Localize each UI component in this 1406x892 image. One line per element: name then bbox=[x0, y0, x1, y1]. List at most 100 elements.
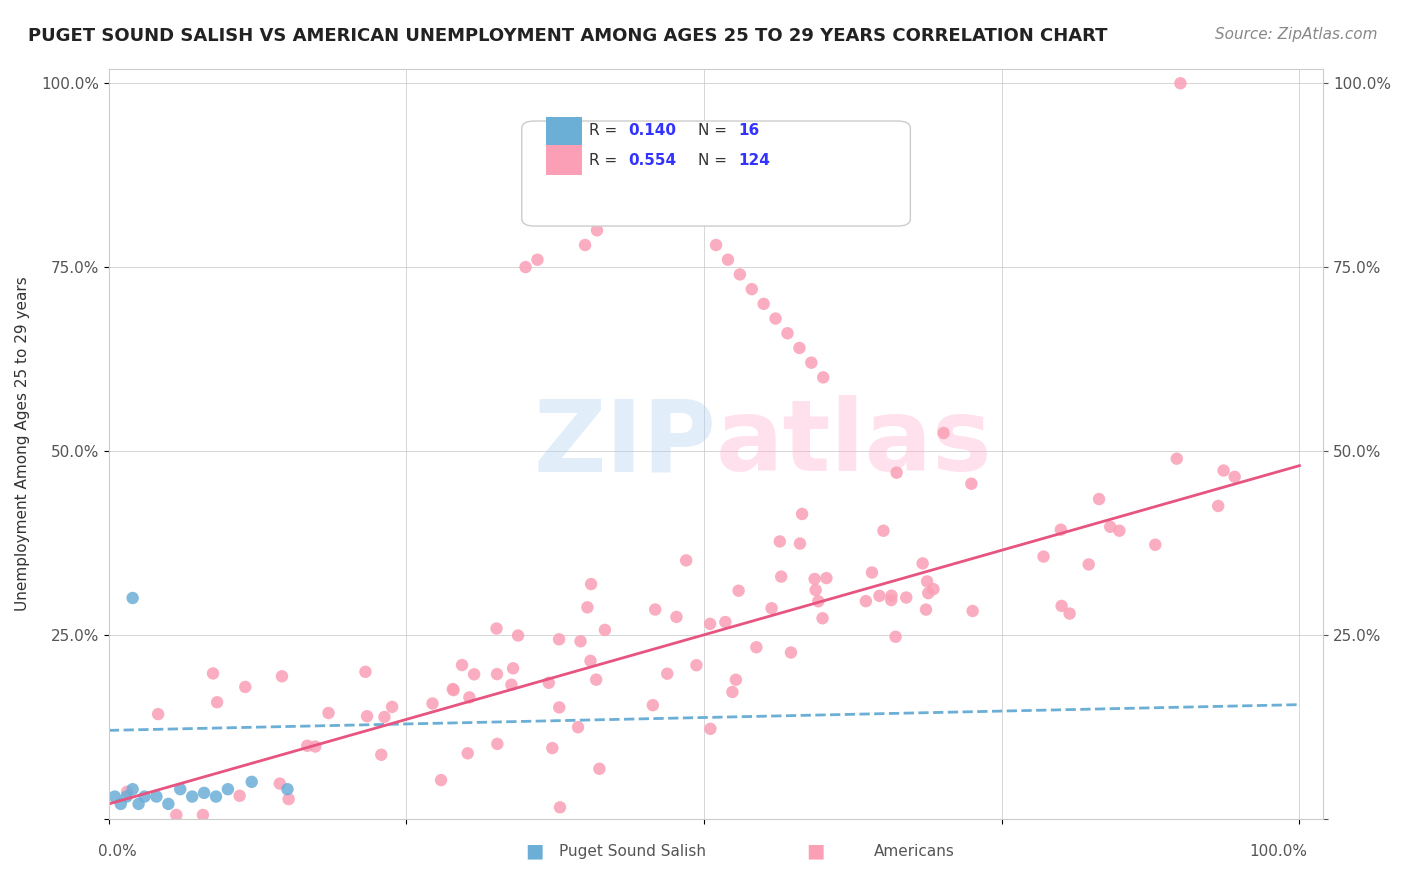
Point bbox=[269, 776, 291, 790]
Point bbox=[675, 553, 697, 567]
Point bbox=[855, 594, 877, 608]
Point bbox=[1059, 607, 1081, 621]
Text: 100.0%: 100.0% bbox=[1250, 845, 1308, 859]
Point bbox=[1212, 464, 1234, 478]
Point bbox=[807, 594, 830, 608]
Text: 0.0%: 0.0% bbox=[98, 845, 138, 859]
Point bbox=[277, 792, 299, 806]
Text: 16: 16 bbox=[738, 122, 759, 137]
Point bbox=[1099, 520, 1122, 534]
Point bbox=[145, 789, 167, 804]
Point bbox=[1108, 524, 1130, 538]
Point bbox=[576, 600, 599, 615]
Point bbox=[896, 591, 918, 605]
Point bbox=[191, 808, 214, 822]
Point bbox=[110, 797, 132, 811]
Point bbox=[501, 678, 523, 692]
Point bbox=[1170, 76, 1192, 90]
Point bbox=[548, 632, 571, 647]
Point bbox=[157, 797, 180, 811]
Text: N =: N = bbox=[697, 122, 731, 137]
Point bbox=[1032, 549, 1054, 564]
Point bbox=[354, 665, 377, 679]
Point bbox=[868, 589, 890, 603]
Point bbox=[621, 179, 644, 194]
Text: 0.140: 0.140 bbox=[628, 122, 676, 137]
Point bbox=[515, 260, 537, 274]
Point bbox=[752, 297, 775, 311]
Text: PUGET SOUND SALISH VS AMERICAN UNEMPLOYMENT AMONG AGES 25 TO 29 YEARS CORRELATIO: PUGET SOUND SALISH VS AMERICAN UNEMPLOYM… bbox=[28, 27, 1108, 45]
Point bbox=[202, 666, 225, 681]
Point bbox=[598, 209, 620, 223]
Point bbox=[588, 762, 610, 776]
Text: Source: ZipAtlas.com: Source: ZipAtlas.com bbox=[1215, 27, 1378, 42]
Point bbox=[485, 667, 508, 681]
Point bbox=[776, 326, 799, 341]
Text: R =: R = bbox=[589, 153, 621, 168]
Y-axis label: Unemployment Among Ages 25 to 29 years: Unemployment Among Ages 25 to 29 years bbox=[15, 277, 30, 611]
Point bbox=[811, 370, 834, 384]
Point bbox=[165, 808, 187, 822]
Point bbox=[537, 675, 560, 690]
Point bbox=[506, 628, 529, 642]
Point bbox=[115, 789, 138, 804]
Point bbox=[633, 171, 655, 186]
Point bbox=[271, 669, 294, 683]
Point bbox=[463, 667, 485, 681]
Point bbox=[804, 582, 827, 597]
Point bbox=[373, 710, 395, 724]
Point bbox=[780, 645, 803, 659]
Point bbox=[644, 602, 666, 616]
Point bbox=[422, 697, 444, 711]
Point bbox=[297, 739, 319, 753]
Point bbox=[917, 586, 939, 600]
Point bbox=[233, 680, 256, 694]
Point bbox=[240, 775, 263, 789]
Point bbox=[574, 238, 596, 252]
Point bbox=[1223, 470, 1246, 484]
Point bbox=[217, 782, 239, 797]
Point bbox=[790, 507, 813, 521]
Point bbox=[886, 466, 908, 480]
Point bbox=[430, 773, 453, 788]
Point bbox=[681, 143, 703, 157]
Point bbox=[228, 789, 250, 803]
Point bbox=[502, 661, 524, 675]
Point bbox=[169, 782, 191, 797]
Point bbox=[915, 574, 938, 589]
Point bbox=[811, 611, 834, 625]
Point bbox=[915, 602, 938, 616]
Point bbox=[146, 707, 169, 722]
Point bbox=[458, 690, 481, 705]
Point bbox=[205, 789, 228, 804]
Point bbox=[193, 786, 215, 800]
Point bbox=[789, 341, 811, 355]
Point bbox=[104, 789, 127, 804]
Point bbox=[356, 709, 378, 723]
Text: Americans: Americans bbox=[873, 845, 955, 859]
Text: 0.554: 0.554 bbox=[628, 153, 676, 168]
Point bbox=[657, 666, 679, 681]
Point bbox=[657, 157, 679, 171]
Point bbox=[693, 135, 716, 149]
Point bbox=[128, 797, 150, 811]
Point bbox=[541, 741, 564, 756]
Point bbox=[645, 164, 668, 178]
Point bbox=[548, 800, 571, 814]
Point bbox=[1088, 492, 1111, 507]
Text: ■: ■ bbox=[806, 841, 825, 860]
Point bbox=[860, 566, 883, 580]
Point bbox=[770, 569, 793, 583]
Point bbox=[451, 658, 474, 673]
Point bbox=[962, 604, 984, 618]
Point bbox=[728, 268, 751, 282]
Bar bbox=[546, 117, 582, 147]
Point bbox=[181, 789, 204, 804]
Point bbox=[872, 524, 894, 538]
Point bbox=[526, 252, 548, 267]
Point bbox=[699, 722, 721, 736]
Point bbox=[579, 577, 602, 591]
Point bbox=[721, 685, 744, 699]
Point bbox=[1050, 523, 1073, 537]
Bar bbox=[546, 145, 582, 175]
